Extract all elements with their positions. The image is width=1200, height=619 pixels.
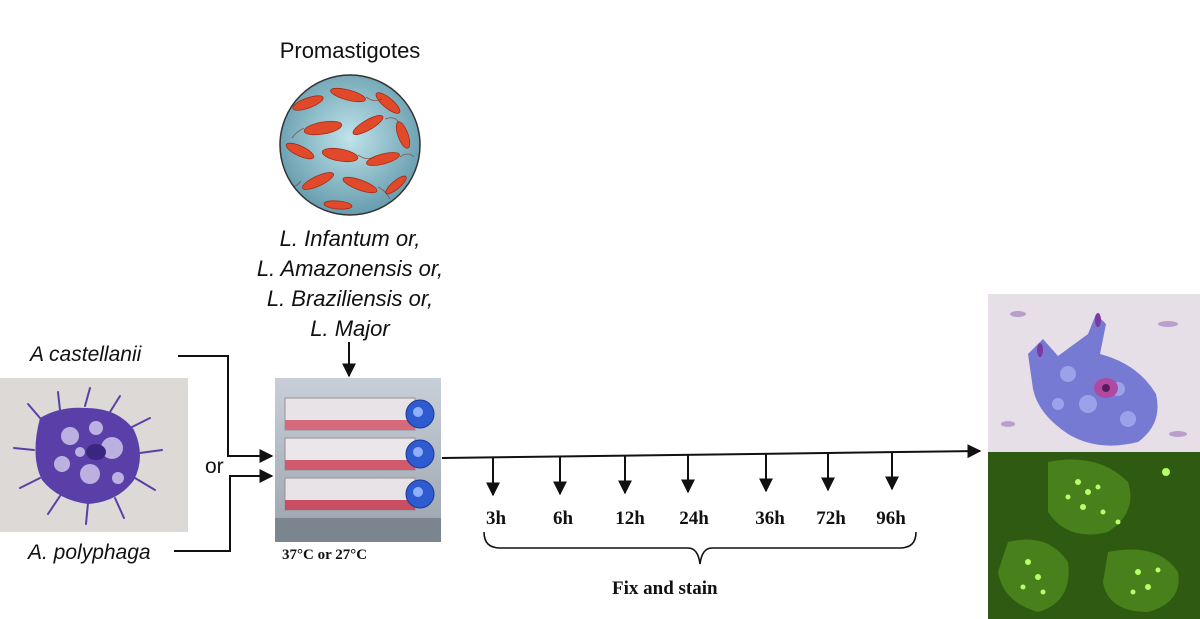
amoeba-stained-micrograph xyxy=(0,378,188,532)
connector-polyphaga xyxy=(174,469,274,552)
species-item: L. Major xyxy=(310,316,390,341)
acanthamoeba-polyphaga-label: A. polyphaga xyxy=(28,541,151,564)
timepoint-label: 6h xyxy=(552,508,574,529)
acanthamoeba-castellanii-label: A castellanii xyxy=(30,343,142,366)
timeline-arrow xyxy=(441,444,982,459)
leishmania-species-list: L. Infantum or, L. Amazonensis or, L. Br… xyxy=(220,224,480,344)
culture-flasks-image xyxy=(275,378,441,542)
connector-castellanii xyxy=(178,355,274,463)
promastigotes-micrograph xyxy=(279,74,421,216)
infected-amoeba-stained-micrograph xyxy=(988,294,1200,452)
or-label: or xyxy=(205,455,224,478)
infected-amoeba-fluorescence-micrograph xyxy=(988,452,1200,619)
species-item: L. Braziliensis or, xyxy=(266,286,434,311)
timepoint-arrows xyxy=(486,453,899,497)
fix-and-stain-label: Fix and stain xyxy=(612,578,718,599)
timepoint-label: 24h xyxy=(679,508,709,529)
timepoint-label: 36h xyxy=(755,508,785,529)
timepoint-label: 72h xyxy=(816,508,846,529)
timepoints-brace xyxy=(483,531,917,565)
promastigotes-label: Promastigotes xyxy=(279,38,421,63)
species-item: L. Infantum or, xyxy=(279,226,421,251)
timepoint-label: 3h xyxy=(485,508,507,529)
timepoint-label: 12h xyxy=(615,508,645,529)
timepoint-label: 96h xyxy=(876,508,906,529)
species-item: L. Amazonensis or, xyxy=(256,256,444,281)
temperature-label: 37°C or 27°C xyxy=(282,547,368,563)
